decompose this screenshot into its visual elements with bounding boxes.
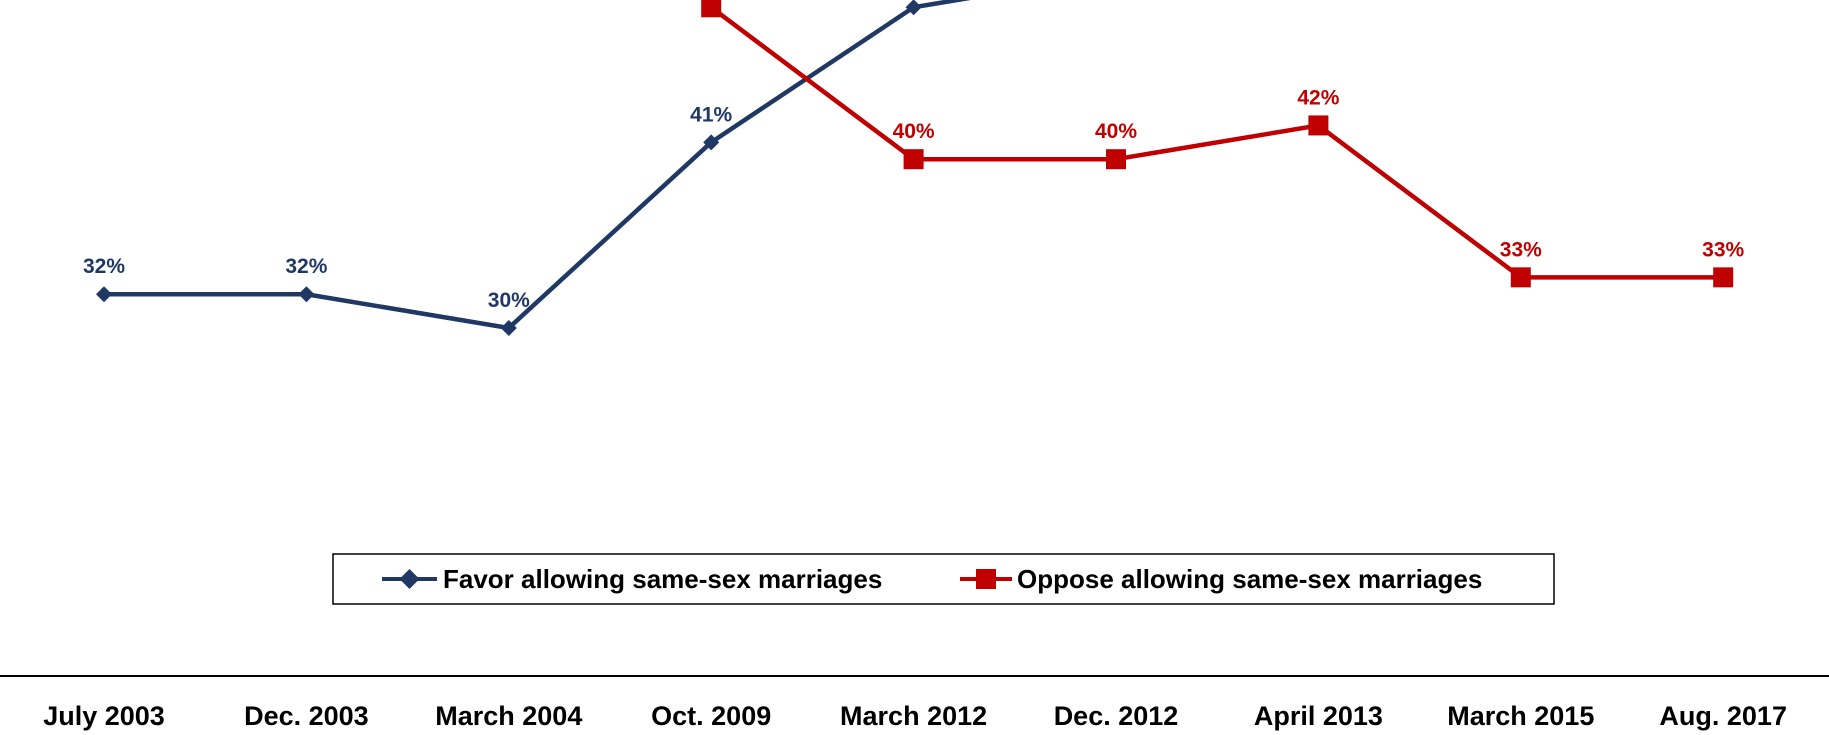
favor-value-label-3: 41%: [690, 103, 732, 126]
x-tick-label-3: Oct. 2009: [651, 701, 771, 731]
favor-value-label-0: 32%: [83, 255, 125, 278]
data-labels: 32%32%30%41%49%51%53%59%60%51%56%62%49%4…: [83, 86, 1745, 312]
favor-value-label-1: 32%: [285, 255, 327, 278]
x-tick-label-0: July 2003: [43, 701, 165, 731]
x-axis-tick-labels: July 2003 Dec. 2003 March 2004 Oct. 2009 Mar…: [43, 701, 1787, 731]
legend: Favor allowing same-sex marriages Oppose…: [332, 553, 1555, 605]
oppose-value-label-8: 33%: [1702, 238, 1744, 261]
favor-point-2: [500, 320, 517, 336]
favor-value-label-2: 30%: [488, 289, 530, 312]
oppose-point-6: [1308, 115, 1329, 136]
x-tick-label-7: March 2015: [1447, 701, 1594, 731]
x-tick-label-1: Dec. 2003: [244, 701, 369, 731]
series-markers: [96, 0, 1734, 336]
oppose-point-7: [1510, 267, 1531, 288]
oppose-value-label-5: 40%: [1095, 120, 1137, 143]
x-tick-label-6: April 2013: [1254, 701, 1383, 731]
oppose-value-label-7: 33%: [1500, 238, 1542, 261]
legend-favor-diamond-icon: [399, 569, 420, 589]
x-tick-label-8: Aug. 2017: [1659, 701, 1787, 731]
oppose-point-8: [1713, 267, 1734, 288]
x-tick-label-4: March 2012: [840, 701, 987, 731]
x-tick-label-2: March 2004: [435, 701, 582, 731]
legend-item-oppose: Oppose allowing same-sex marriages: [960, 564, 1482, 594]
favor-point-1: [298, 286, 315, 303]
favor-point-4: [905, 0, 922, 16]
oppose-value-label-4: 40%: [893, 120, 935, 143]
legend-favor-label: Favor allowing same-sex marriages: [443, 564, 882, 594]
favor-point-3: [703, 134, 720, 151]
favor-point-0: [96, 286, 112, 303]
x-tick-label-5: Dec. 2012: [1054, 701, 1179, 731]
legend-item-favor: Favor allowing same-sex marriages: [382, 564, 882, 594]
legend-oppose-label: Oppose allowing same-sex marriages: [1017, 564, 1482, 594]
oppose-point-3: [701, 0, 722, 18]
oppose-point-4: [903, 149, 924, 170]
legend-oppose-square-icon: [976, 569, 996, 589]
oppose-value-label-6: 42%: [1297, 86, 1339, 109]
legend-box: [332, 553, 1555, 605]
oppose-point-5: [1106, 149, 1126, 170]
